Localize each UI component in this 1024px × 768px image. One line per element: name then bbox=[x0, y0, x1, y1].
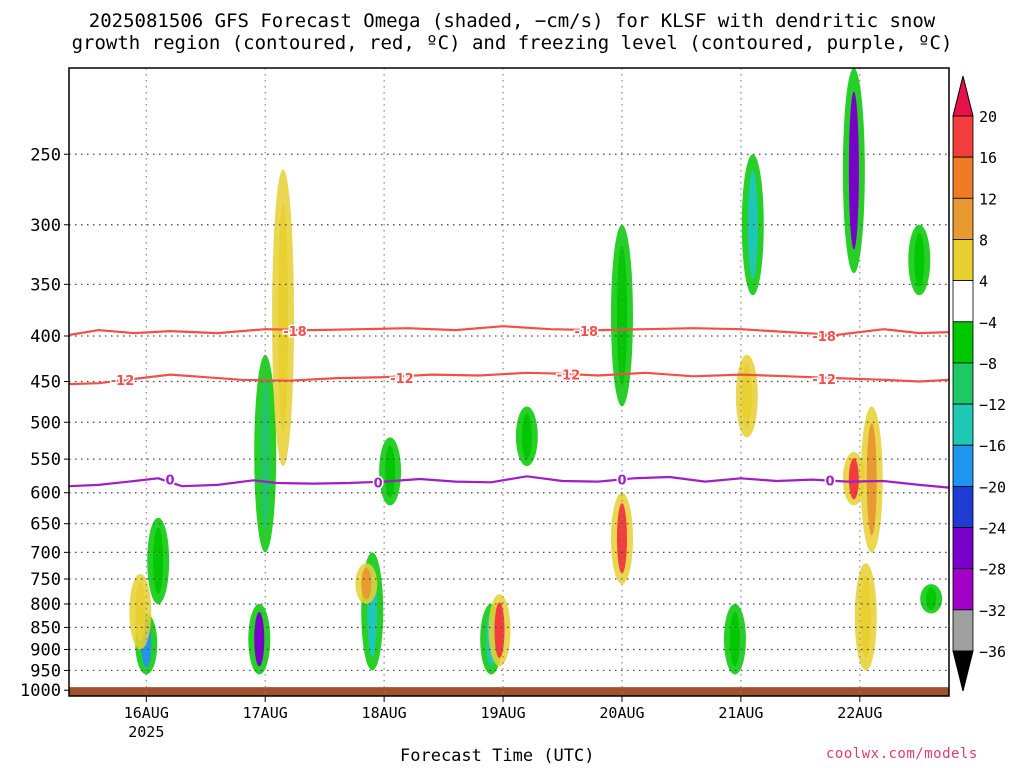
colorbar-label-3: 8 bbox=[979, 231, 988, 249]
plot-frame bbox=[68, 67, 950, 697]
omega-core-21 bbox=[914, 232, 925, 288]
y-tick-label-850: 850 bbox=[30, 618, 61, 638]
omega-core-3 bbox=[254, 612, 265, 667]
y-tick-label-950: 950 bbox=[30, 661, 61, 681]
x-tick-label-18AUG: 18AUG bbox=[362, 704, 407, 722]
credit-link[interactable]: coolwx.com/models bbox=[826, 746, 978, 762]
omega-core-10 bbox=[494, 602, 505, 658]
y-tick-label-250: 250 bbox=[30, 145, 61, 165]
omega-core-15 bbox=[747, 170, 758, 279]
isotherm-0 bbox=[68, 325, 950, 337]
y-tick-label-300: 300 bbox=[30, 216, 61, 236]
colorbar-bin-10 bbox=[952, 527, 974, 570]
y-tick-label-1000: 1000 bbox=[20, 681, 61, 701]
omega-core-22 bbox=[926, 587, 937, 611]
colorbar-label-4: 4 bbox=[979, 273, 988, 291]
y-tick-label-700: 700 bbox=[30, 543, 61, 563]
isotherm-label-0-0: -18 bbox=[283, 325, 307, 340]
chart-title-line1: 2025081506 GFS Forecast Omega (shaded, −… bbox=[88, 10, 936, 32]
y-tick-label-350: 350 bbox=[30, 275, 61, 295]
colorbar-label-12: −32 bbox=[979, 602, 1006, 620]
colorbar-label-5: −4 bbox=[979, 314, 997, 332]
colorbar-label-6: −8 bbox=[979, 355, 997, 373]
y-tick-label-450: 450 bbox=[30, 373, 61, 393]
omega-core-4 bbox=[260, 377, 271, 530]
colorbar-label-0: 20 bbox=[979, 108, 997, 126]
isotherm-label-1-1: -12 bbox=[390, 372, 414, 387]
isotherm-label-2-3: 0 bbox=[826, 475, 835, 490]
colorbar-label-10: −24 bbox=[979, 520, 1006, 538]
colorbar-label-8: −16 bbox=[979, 437, 1006, 455]
omega-core-11 bbox=[521, 413, 532, 460]
omega-core-19 bbox=[866, 423, 877, 536]
colorbar-label-2: 12 bbox=[979, 190, 997, 208]
isotherm-label-2-1: 0 bbox=[374, 477, 383, 492]
y-tick-label-550: 550 bbox=[30, 450, 61, 470]
omega-core-18 bbox=[848, 458, 859, 500]
x-tick-label-20AUG: 20AUG bbox=[599, 704, 644, 722]
omega-core-14 bbox=[729, 612, 740, 667]
x-axis-title: Forecast Time (UTC) bbox=[400, 746, 595, 766]
colorbar-label-13: −36 bbox=[979, 643, 1006, 661]
chart-title-line2: growth region (contoured, red, ºC) and f… bbox=[71, 32, 953, 54]
colorbar-bin-12 bbox=[952, 609, 974, 652]
colorbar-bin-8 bbox=[952, 444, 974, 487]
x-tick-label-21AUG: 21AUG bbox=[718, 704, 763, 722]
y-tick-label-800: 800 bbox=[30, 595, 61, 615]
colorbar-bin-11 bbox=[952, 568, 974, 611]
y-tick-label-500: 500 bbox=[30, 413, 61, 433]
colorbar-top-arrow bbox=[952, 75, 974, 117]
colorbar-bin-6 bbox=[952, 362, 974, 405]
omega-core-8 bbox=[385, 445, 396, 498]
omega-core-13 bbox=[616, 245, 627, 386]
colorbar-label-1: 16 bbox=[979, 149, 997, 167]
y-tick-label-900: 900 bbox=[30, 641, 61, 661]
omega-core-5 bbox=[278, 203, 289, 432]
y-tick-label-600: 600 bbox=[30, 484, 61, 504]
isotherm-label-1-2: -12 bbox=[557, 369, 581, 384]
omega-core-12 bbox=[616, 503, 627, 574]
isotherm-label-1-0: -12 bbox=[111, 374, 135, 389]
isotherm-label-2-2: 0 bbox=[617, 473, 626, 488]
colorbar-bin-0 bbox=[952, 115, 974, 158]
colorbar: 20 16 12 8 4 −4 −8 −12 −16 −20 −24 −28 −32 −36 bbox=[952, 75, 1006, 692]
isotherm-2 bbox=[68, 475, 950, 489]
omega-core-16 bbox=[741, 364, 752, 428]
isotherm-label-0-1: -18 bbox=[575, 325, 599, 340]
colorbar-label-11: −28 bbox=[979, 561, 1006, 579]
omega-core-2 bbox=[135, 582, 146, 641]
isotherm-1 bbox=[68, 371, 950, 386]
x-tick-label-19AUG: 19AUG bbox=[480, 704, 525, 722]
isotherm-label-1-3: -12 bbox=[812, 373, 836, 388]
colorbar-bin-1 bbox=[952, 156, 974, 199]
omega-core-1 bbox=[153, 527, 164, 595]
colorbar-bin-5 bbox=[952, 321, 974, 364]
omega-core-7 bbox=[361, 567, 372, 600]
isotherm-label-2-0: 0 bbox=[166, 473, 175, 488]
omega-core-17 bbox=[848, 91, 859, 250]
y-tick-label-650: 650 bbox=[30, 515, 61, 535]
terrain-band bbox=[69, 687, 949, 696]
omega-core-20 bbox=[860, 575, 871, 659]
colorbar-bin-4 bbox=[952, 280, 974, 323]
colorbar-bin-3 bbox=[952, 239, 974, 282]
y-tick-label-400: 400 bbox=[30, 327, 61, 347]
colorbar-bin-2 bbox=[952, 197, 974, 240]
colorbar-bin-7 bbox=[952, 403, 974, 446]
x-tick-label-16AUG: 16AUG bbox=[124, 704, 169, 722]
x-tick-label-17AUG: 17AUG bbox=[243, 704, 288, 722]
isotherm-label-0-2: -18 bbox=[812, 330, 836, 345]
x-year-label: 2025 bbox=[128, 723, 164, 741]
colorbar-label-9: −20 bbox=[979, 478, 1006, 496]
colorbar-bottom-arrow bbox=[952, 650, 974, 692]
x-tick-label-22AUG: 22AUG bbox=[837, 704, 882, 722]
colorbar-bin-9 bbox=[952, 485, 974, 528]
colorbar-label-7: −12 bbox=[979, 396, 1006, 414]
y-tick-label-750: 750 bbox=[30, 570, 61, 590]
